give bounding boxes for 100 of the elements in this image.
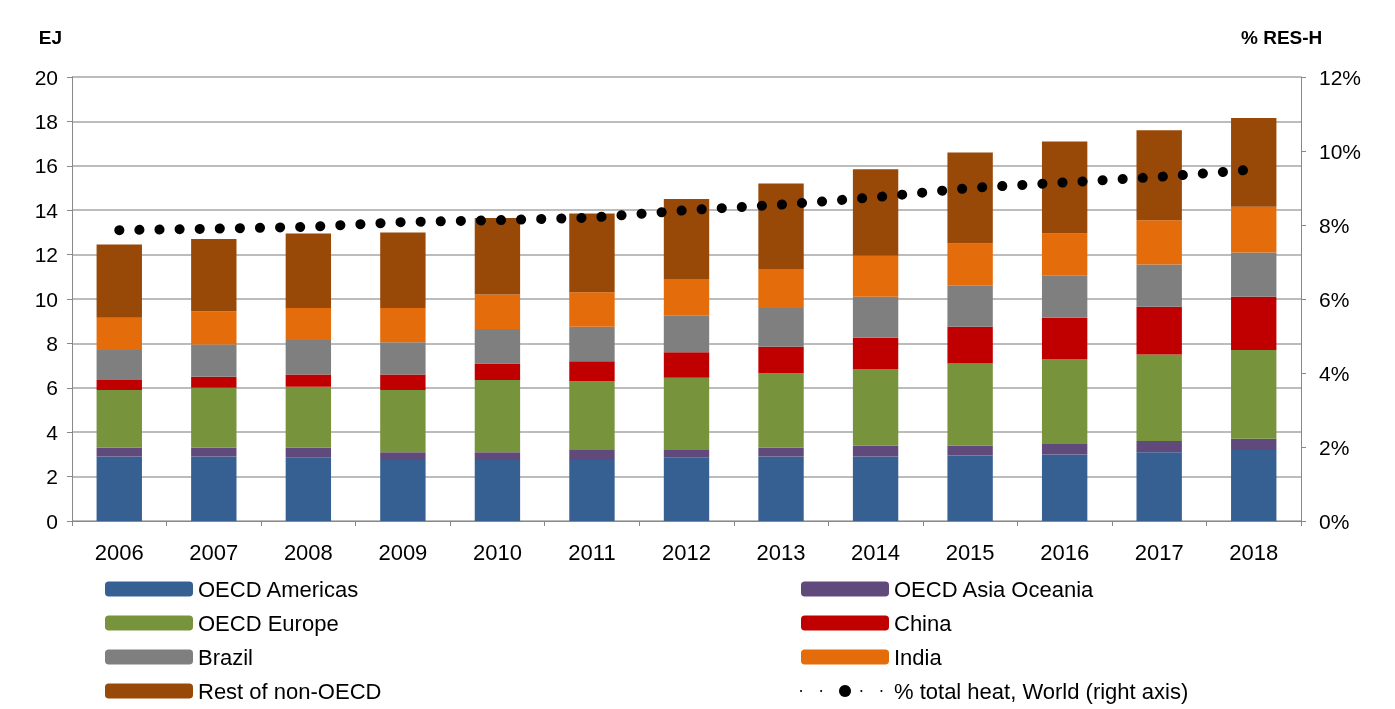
bar [569,213,615,293]
bar [852,169,899,256]
bar [474,328,521,364]
bar [569,459,615,521]
y-tick-label: 2 [46,465,58,489]
bar [285,340,332,375]
bar [191,344,237,377]
bar [569,381,615,450]
bar [380,342,426,375]
y2-tick-label: 8% [1319,213,1350,237]
legend-label: % total heat, World (right axis) [894,678,1189,704]
bar [569,326,615,362]
bar [285,307,332,341]
y-tick-label: 18 [34,109,58,133]
y-tick-label: 16 [34,154,58,178]
legend-label: Rest of non-OECD [198,678,382,704]
bar [663,279,710,316]
x-tick-label: 2015 [945,539,995,565]
bar [1041,454,1088,521]
y-tick-label: 20 [34,65,58,89]
bar [569,449,615,460]
bar [663,315,710,353]
bar [191,311,237,345]
bar [663,352,710,378]
bar [852,337,899,369]
y-tick-label: 6 [46,376,58,400]
bar [1136,441,1182,453]
bar [285,457,332,521]
bar [380,374,426,391]
bar [1136,130,1182,221]
bar [852,296,899,338]
x-tick-label: 2007 [189,539,239,565]
bar [285,374,332,387]
bar [1136,306,1182,355]
bar [191,456,237,521]
bar [191,239,237,312]
legend-label: OECD Americas [198,576,359,602]
bar [96,317,142,351]
bar [1231,252,1277,297]
bar [1041,233,1088,276]
bar [474,452,521,460]
x-tick-label: 2006 [94,539,144,565]
bar [1041,275,1088,318]
x-tick-label: 2017 [1134,539,1184,565]
y-axis-title: EJ [38,27,62,48]
bar [758,346,804,374]
bar [380,459,426,521]
bar [1231,118,1277,207]
bar [1231,449,1277,521]
bar [758,456,804,521]
bar [1231,296,1277,351]
bar [474,380,521,453]
bar [1136,264,1182,307]
legend-label: India [894,644,943,670]
bar [947,152,993,244]
x-tick-label: 2012 [662,539,711,565]
bar [96,350,142,381]
bar [947,326,993,364]
x-tick-label: 2016 [1040,539,1090,565]
bar [1136,220,1182,265]
bar [474,459,521,521]
bar [947,285,993,327]
bar [852,445,899,457]
bar [474,363,521,381]
bar [663,457,710,521]
bar [758,183,804,270]
bar [663,377,710,450]
bar [947,243,993,286]
x-tick-label: 2013 [756,539,806,565]
x-tick-label: 2011 [568,539,616,565]
bar [96,390,142,448]
bar [758,269,804,308]
y2-axis-title: % RES-H [1241,27,1323,48]
bar [1231,350,1277,439]
y-tick-label: 4 [46,420,59,444]
bar [285,447,332,458]
bar [96,447,142,457]
y2-tick-label: 6% [1319,287,1350,311]
bar [1041,141,1088,234]
bar [380,307,426,343]
bar [758,307,804,347]
x-tick-label: 2010 [472,539,522,565]
legend-label: OECD Europe [198,610,339,636]
bar [1136,452,1182,521]
x-tick-label: 2018 [1229,539,1279,565]
bar [1041,358,1088,444]
legend-label: OECD Asia Oceania [894,576,1095,602]
bar [474,294,521,329]
y-tick-label: 12 [34,243,58,267]
y-tick-label: 8 [46,331,58,355]
bar [96,380,142,391]
bar [1041,317,1088,359]
bar [191,447,237,457]
bar [947,445,993,456]
bar [1041,443,1088,455]
bar [947,363,993,446]
legend-label: China [894,610,953,636]
bar [474,217,521,295]
x-tick-label: 2009 [378,539,428,565]
bar [1231,438,1277,450]
